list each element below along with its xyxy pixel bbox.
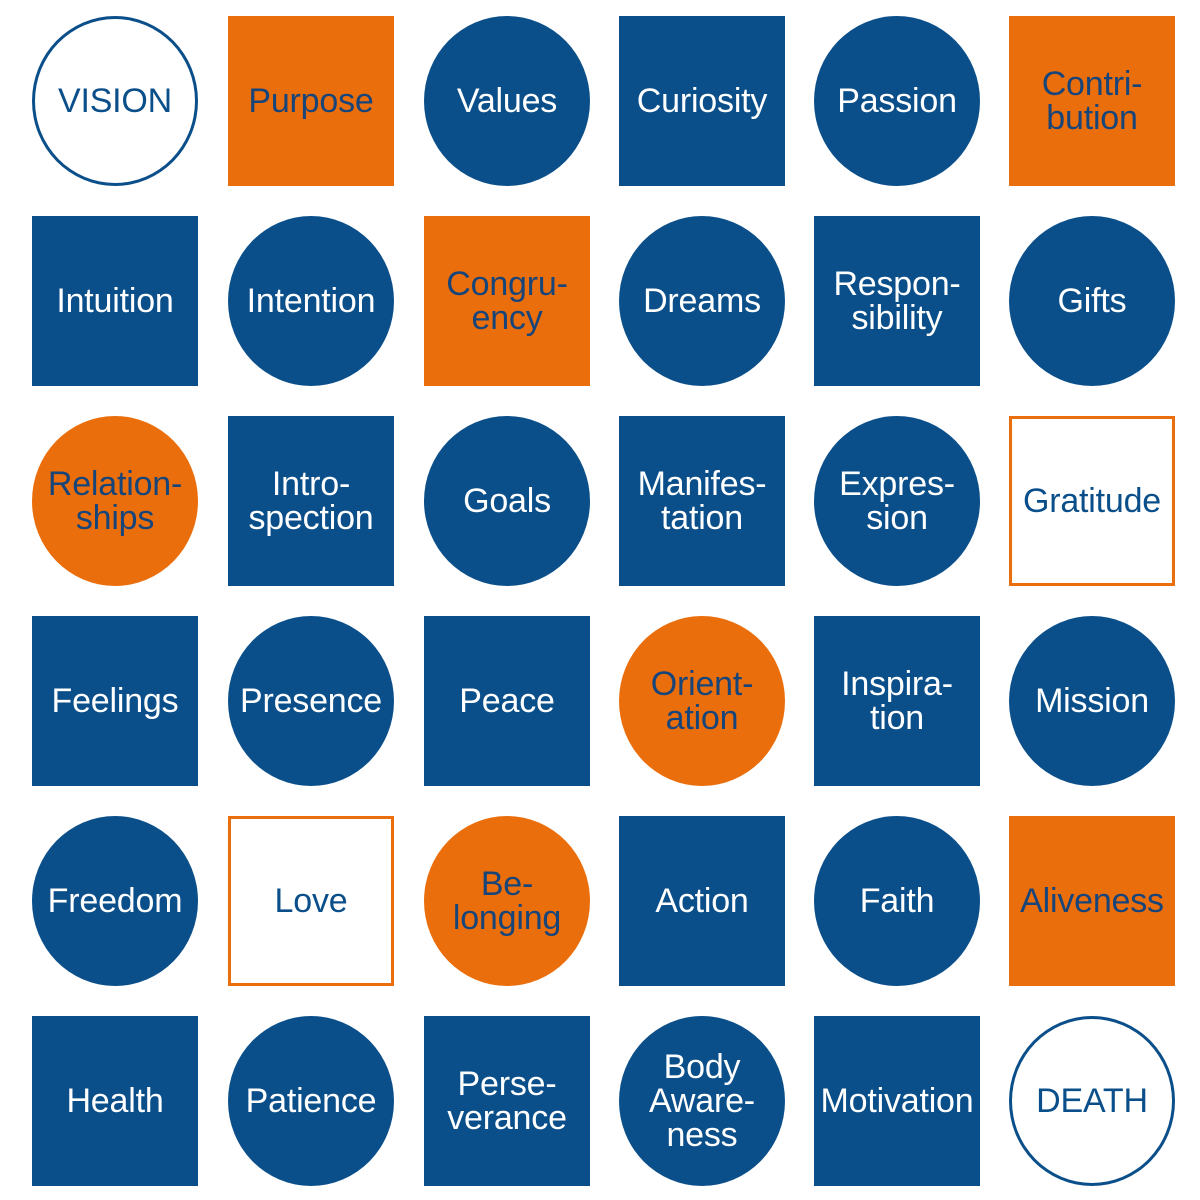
tile-label: Action: [655, 882, 749, 920]
tile-contribution: Contri- bution: [1009, 16, 1175, 186]
tile-freedom: Freedom: [32, 816, 198, 986]
tile-label: VISION: [57, 82, 173, 120]
tile-relationships: Relation- ships: [32, 416, 198, 586]
tile-label: Inspira- tion: [841, 665, 953, 737]
tile-label: Mission: [1035, 682, 1149, 720]
tile-label: Freedom: [47, 882, 183, 920]
tile-label: Body Aware- ness: [649, 1048, 755, 1154]
tile-responsibility: Respon- sibility: [814, 216, 980, 386]
tile-intention: Intention: [228, 216, 394, 386]
tile-patience: Patience: [228, 1016, 394, 1186]
tile-label: Motivation: [820, 1082, 974, 1120]
tile-label: Intention: [246, 282, 376, 320]
tile-perseverance: Perse- verance: [424, 1016, 590, 1186]
tile-vision: VISION: [32, 16, 198, 186]
tile-label: Love: [274, 882, 348, 920]
tile-health: Health: [32, 1016, 198, 1186]
tile-label: Intro- spection: [248, 465, 374, 537]
tile-label: Aliveness: [1020, 882, 1164, 920]
tile-mission: Mission: [1009, 616, 1175, 786]
tile-purpose: Purpose: [228, 16, 394, 186]
tile-congruency: Congru- ency: [424, 216, 590, 386]
tile-inspiration: Inspira- tion: [814, 616, 980, 786]
tile-label: Patience: [245, 1082, 377, 1120]
tile-label: Faith: [859, 882, 935, 920]
tile-label: Orient- ation: [650, 665, 754, 737]
tile-label: Gifts: [1057, 282, 1127, 320]
tile-presence: Presence: [228, 616, 394, 786]
tile-label: Health: [66, 1082, 164, 1120]
tile-gifts: Gifts: [1009, 216, 1175, 386]
tile-feelings: Feelings: [32, 616, 198, 786]
tile-label: DEATH: [1036, 1082, 1148, 1120]
tile-label: Feelings: [51, 682, 179, 720]
tile-love: Love: [228, 816, 394, 986]
tile-label: Gratitude: [1022, 482, 1162, 520]
tile-gratitude: Gratitude: [1009, 416, 1175, 586]
tile-label: Curiosity: [636, 82, 768, 120]
tile-belonging: Be- longing: [424, 816, 590, 986]
tile-label: Congru- ency: [446, 265, 568, 337]
tile-manifestation: Manifes- tation: [619, 416, 785, 586]
tile-label: Peace: [459, 682, 555, 720]
tile-label: Relation- ships: [47, 465, 183, 537]
tile-label: Respon- sibility: [833, 265, 961, 337]
tile-orientation: Orient- ation: [619, 616, 785, 786]
tile-death: DEATH: [1009, 1016, 1175, 1186]
tile-introspection: Intro- spection: [228, 416, 394, 586]
tile-goals: Goals: [424, 416, 590, 586]
tile-label: Passion: [837, 82, 957, 120]
tile-intuition: Intuition: [32, 216, 198, 386]
tile-action: Action: [619, 816, 785, 986]
tile-label: Intuition: [56, 282, 174, 320]
tile-expression: Expres- sion: [814, 416, 980, 586]
tile-label: Perse- verance: [447, 1065, 567, 1137]
tile-peace: Peace: [424, 616, 590, 786]
tile-aliveness: Aliveness: [1009, 816, 1175, 986]
tile-label: Presence: [239, 682, 383, 720]
tile-label: Be- longing: [452, 865, 562, 937]
tile-label: Contri- bution: [1041, 65, 1143, 137]
tile-passion: Passion: [814, 16, 980, 186]
tile-label: Manifes- tation: [637, 465, 767, 537]
tile-label: Expres- sion: [839, 465, 955, 537]
tile-bodyawareness: Body Aware- ness: [619, 1016, 785, 1186]
tile-label: Dreams: [643, 282, 761, 320]
tile-dreams: Dreams: [619, 216, 785, 386]
tile-faith: Faith: [814, 816, 980, 986]
tile-motivation: Motivation: [814, 1016, 980, 1186]
tile-label: Values: [456, 82, 558, 120]
tile-label: Goals: [463, 482, 551, 520]
tile-values: Values: [424, 16, 590, 186]
tile-label: Purpose: [248, 82, 374, 120]
tile-curiosity: Curiosity: [619, 16, 785, 186]
